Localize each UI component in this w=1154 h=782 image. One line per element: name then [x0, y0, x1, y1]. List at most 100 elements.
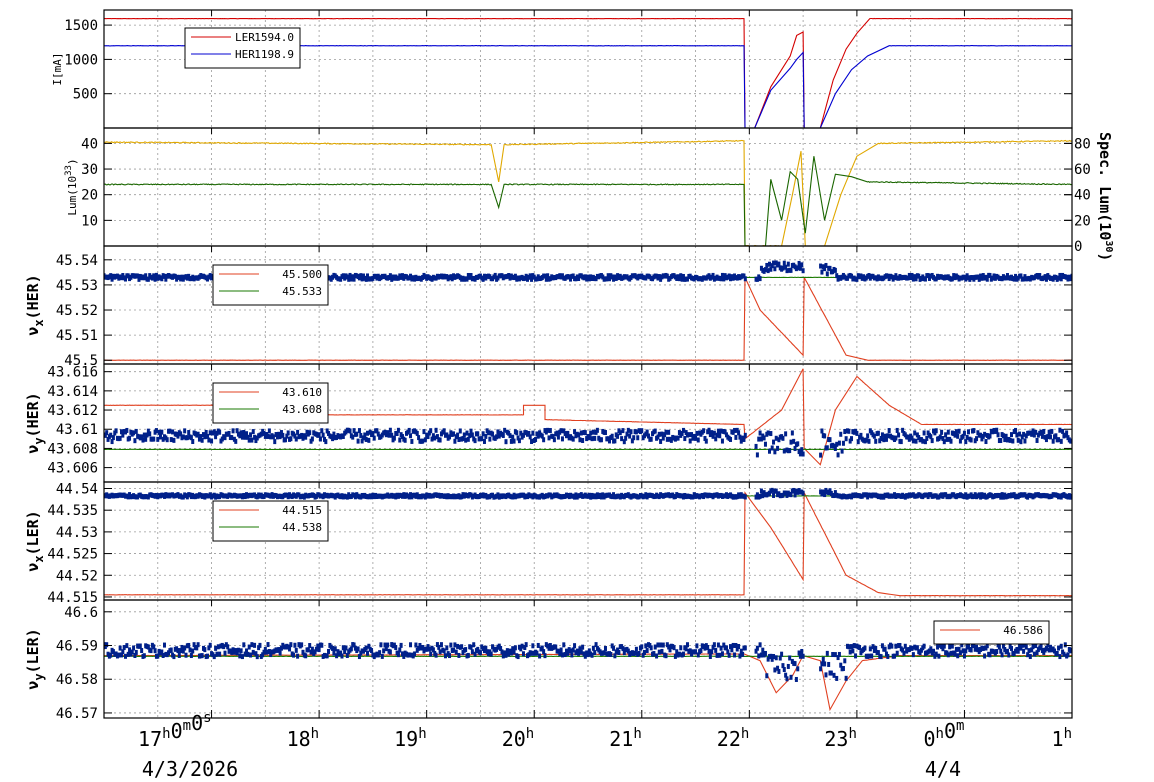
measured-point [304, 653, 308, 659]
measured-point [566, 650, 570, 656]
measured-point [1070, 647, 1072, 653]
measured-point [258, 642, 262, 648]
measured-point [957, 646, 961, 652]
measured-point [357, 654, 361, 660]
measured-point [461, 436, 465, 442]
measured-point [341, 433, 345, 439]
measured-point [546, 427, 550, 433]
measured-point [109, 432, 113, 438]
measured-point [1048, 434, 1052, 440]
measured-point [388, 273, 392, 279]
measured-point [215, 651, 219, 657]
measured-point [819, 452, 823, 458]
y-tick-label: 40 [81, 136, 98, 152]
measured-point [681, 427, 685, 433]
measured-point [445, 645, 449, 651]
series-nuy_ler-measured [104, 642, 1072, 682]
measured-point [197, 436, 201, 442]
measured-point [524, 273, 528, 279]
measured-point [772, 654, 776, 660]
legend-box [184, 27, 301, 69]
measured-point [562, 642, 566, 648]
measured-point [1051, 438, 1055, 444]
measured-point [832, 672, 836, 678]
measured-point [134, 428, 138, 434]
measured-point [851, 648, 855, 654]
measured-point [300, 432, 304, 438]
y2-tick-label: 80 [1074, 136, 1091, 152]
measured-point [603, 645, 607, 651]
measured-point [852, 643, 856, 649]
measured-point [464, 647, 468, 653]
measured-point [872, 433, 876, 439]
measured-point [696, 652, 700, 658]
measured-point [164, 276, 168, 282]
measured-point [109, 652, 113, 658]
series-line-luminosity-lum [104, 139, 1072, 246]
measured-point [1003, 437, 1007, 443]
measured-point [189, 653, 193, 659]
measured-point [1014, 273, 1018, 279]
measured-point [313, 649, 317, 655]
measured-point [988, 272, 992, 278]
measured-point [950, 276, 954, 282]
measured-point [528, 273, 532, 279]
measured-point [1023, 438, 1027, 444]
measured-point [427, 646, 431, 652]
measured-point [196, 642, 200, 648]
measured-point [798, 653, 802, 659]
measured-point [684, 646, 688, 652]
measured-point [975, 436, 979, 442]
measured-point [850, 273, 854, 279]
measured-point [837, 440, 841, 446]
measured-point [1055, 650, 1059, 656]
measured-point [443, 653, 447, 659]
measured-point [941, 646, 945, 652]
measured-point [743, 276, 747, 282]
measured-point [587, 435, 591, 441]
measured-point [586, 652, 590, 658]
measured-point [184, 652, 188, 658]
measured-point [774, 488, 778, 494]
measured-point [501, 653, 505, 659]
measured-point [714, 436, 718, 442]
measured-point [536, 433, 540, 439]
measured-point [144, 436, 148, 442]
measured-point [1059, 276, 1063, 282]
measured-point [847, 428, 851, 434]
measured-point [231, 428, 235, 434]
measured-point [590, 652, 594, 658]
panel-frame-nuy_ler [103, 599, 1073, 719]
measured-point [711, 644, 715, 650]
measured-point [712, 642, 716, 648]
y-tick-label: 43.612 [47, 403, 98, 419]
measured-point [240, 434, 244, 440]
measured-point [538, 653, 542, 659]
measured-point [647, 433, 650, 439]
measured-point [250, 437, 254, 443]
measured-point [433, 435, 437, 441]
measured-point [300, 642, 304, 648]
measured-point [465, 276, 469, 282]
panel-grid-luminosity [104, 128, 1072, 246]
measured-point [1070, 273, 1072, 279]
measured-point [222, 644, 226, 650]
measured-point [267, 428, 271, 434]
measured-point [922, 643, 926, 649]
measured-point [503, 427, 507, 433]
measured-point [739, 648, 743, 654]
measured-point [309, 649, 313, 655]
measured-point [581, 644, 585, 650]
measured-point [386, 642, 390, 648]
measured-point [954, 646, 958, 652]
measured-point [1062, 651, 1066, 657]
measured-point [456, 643, 460, 649]
measured-point [983, 653, 987, 659]
measured-point [642, 650, 646, 656]
measured-point [704, 438, 708, 444]
measured-point [613, 438, 617, 444]
measured-point [796, 265, 800, 271]
measured-point [249, 652, 253, 658]
measured-point [602, 650, 606, 656]
